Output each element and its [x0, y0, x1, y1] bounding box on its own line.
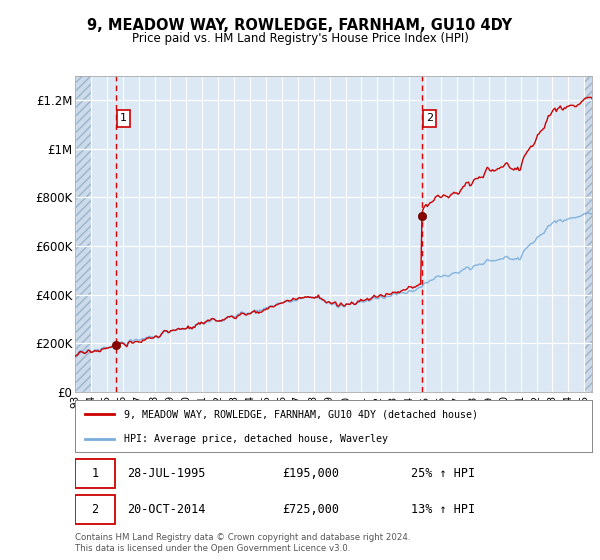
Text: 9, MEADOW WAY, ROWLEDGE, FARNHAM, GU10 4DY: 9, MEADOW WAY, ROWLEDGE, FARNHAM, GU10 4… — [88, 18, 512, 33]
Text: Contains HM Land Registry data © Crown copyright and database right 2024.
This d: Contains HM Land Registry data © Crown c… — [75, 533, 410, 553]
Text: HPI: Average price, detached house, Waverley: HPI: Average price, detached house, Wave… — [124, 434, 388, 444]
Text: 20-OCT-2014: 20-OCT-2014 — [127, 503, 205, 516]
Text: 2: 2 — [426, 113, 433, 123]
Bar — [584, 76, 592, 392]
Text: 25% ↑ HPI: 25% ↑ HPI — [411, 467, 475, 480]
Text: 2: 2 — [92, 503, 99, 516]
FancyBboxPatch shape — [75, 495, 115, 524]
Text: 13% ↑ HPI: 13% ↑ HPI — [411, 503, 475, 516]
Text: 9, MEADOW WAY, ROWLEDGE, FARNHAM, GU10 4DY (detached house): 9, MEADOW WAY, ROWLEDGE, FARNHAM, GU10 4… — [124, 409, 478, 419]
Text: 1: 1 — [92, 467, 99, 480]
Text: £195,000: £195,000 — [282, 467, 339, 480]
Text: 28-JUL-1995: 28-JUL-1995 — [127, 467, 205, 480]
FancyBboxPatch shape — [75, 459, 115, 488]
Text: 1: 1 — [120, 113, 127, 123]
Text: Price paid vs. HM Land Registry's House Price Index (HPI): Price paid vs. HM Land Registry's House … — [131, 32, 469, 45]
Text: £725,000: £725,000 — [282, 503, 339, 516]
Bar — [75, 76, 91, 392]
